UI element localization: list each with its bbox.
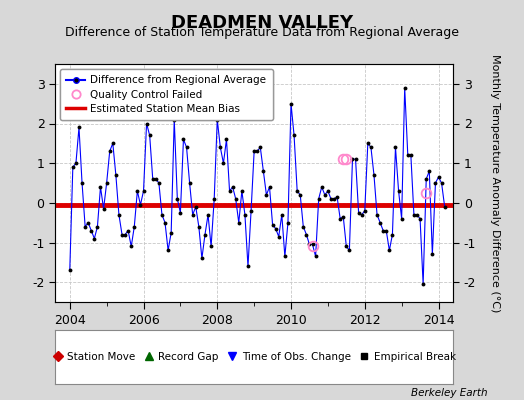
Legend: Station Move, Record Gap, Time of Obs. Change, Empirical Break: Station Move, Record Gap, Time of Obs. C… [50,350,458,364]
Legend: Difference from Regional Average, Quality Control Failed, Estimated Station Mean: Difference from Regional Average, Qualit… [60,69,272,120]
Text: Berkeley Earth: Berkeley Earth [411,388,487,398]
Y-axis label: Monthly Temperature Anomaly Difference (°C): Monthly Temperature Anomaly Difference (… [490,54,500,312]
Text: Difference of Station Temperature Data from Regional Average: Difference of Station Temperature Data f… [65,26,459,39]
Text: DEADMEN VALLEY: DEADMEN VALLEY [171,14,353,32]
